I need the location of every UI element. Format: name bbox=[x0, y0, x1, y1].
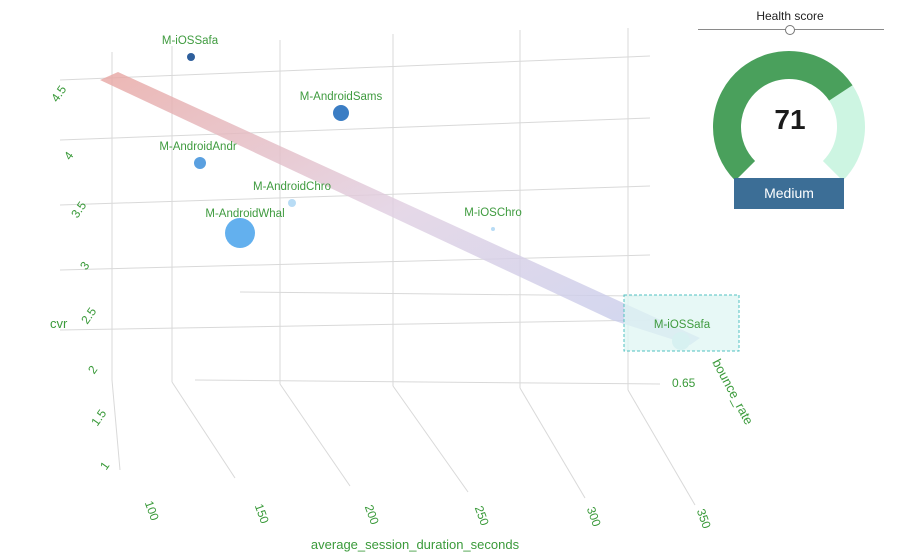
gauge-filled-arc bbox=[713, 51, 853, 181]
x-tick-label: 250 bbox=[472, 504, 492, 528]
data-point[interactable] bbox=[187, 53, 195, 61]
z-tick-label: 3 bbox=[77, 259, 92, 273]
x-tick-label: 300 bbox=[584, 505, 604, 529]
grid-line bbox=[59, 55, 651, 81]
x-tick-label: 350 bbox=[694, 507, 714, 531]
grid-line bbox=[171, 381, 236, 479]
data-point-label: M-iOSChro bbox=[464, 207, 522, 219]
health-slider-thumb[interactable] bbox=[785, 25, 795, 35]
data-point-label: M-AndroidWhal bbox=[205, 208, 284, 220]
z-tick-label: 2.5 bbox=[78, 305, 99, 327]
x-tick-label: 200 bbox=[362, 503, 382, 527]
data-point[interactable] bbox=[288, 199, 296, 207]
data-point[interactable] bbox=[491, 227, 495, 231]
data-point[interactable] bbox=[194, 157, 206, 169]
z-axis-title: cvr bbox=[50, 316, 68, 331]
y-axis-title: bounce_rate bbox=[709, 356, 756, 427]
x-axis-ticks: 100 150 200 250 300 350 bbox=[142, 499, 714, 531]
x-axis-title: average_session_duration_seconds bbox=[311, 537, 520, 552]
regression-plane bbox=[100, 72, 700, 345]
grid-line bbox=[59, 117, 651, 141]
z-tick-label: 1.5 bbox=[88, 407, 109, 429]
health-gauge bbox=[713, 51, 865, 181]
grid-line bbox=[519, 387, 586, 499]
health-score-value: 71 bbox=[774, 104, 806, 135]
grid-line bbox=[392, 385, 469, 493]
grid-line bbox=[59, 319, 651, 331]
z-tick-label: 4 bbox=[61, 149, 76, 163]
data-point[interactable] bbox=[225, 218, 255, 248]
y-tick-label: 0.65 bbox=[672, 376, 696, 390]
z-tick-label: 1 bbox=[97, 459, 112, 473]
health-score-widget: Health score 71 Medium bbox=[692, 6, 892, 216]
z-axis-ticks: 1 1.5 2 2.5 3 3.5 4 4.5 bbox=[48, 83, 112, 473]
data-point-label: M-iOSSafa bbox=[162, 35, 219, 47]
health-level-badge: Medium bbox=[734, 178, 844, 209]
y-axis-ticks: 0.65 bbox=[672, 376, 696, 390]
grid-line bbox=[627, 389, 696, 506]
x-tick-label: 150 bbox=[252, 502, 272, 526]
data-point-label: M-iOSSafa bbox=[654, 319, 711, 331]
z-tick-label: 4.5 bbox=[48, 83, 69, 105]
health-score-title: Health score bbox=[756, 9, 824, 23]
grid-line bbox=[59, 254, 651, 271]
z-tick-label: 2 bbox=[85, 363, 100, 377]
data-point-label: M-AndroidChro bbox=[253, 181, 331, 193]
chart-grid bbox=[59, 28, 696, 506]
data-point-label: M-AndroidSams bbox=[300, 91, 383, 103]
data-point-label: M-AndroidAndr bbox=[159, 141, 237, 153]
grid-line bbox=[194, 379, 661, 385]
gauge-remaining-arc bbox=[822, 85, 865, 181]
z-tick-label: 3.5 bbox=[68, 199, 89, 221]
data-point[interactable] bbox=[672, 332, 690, 350]
grid-line bbox=[279, 383, 351, 487]
data-point[interactable] bbox=[333, 105, 349, 121]
grid-line bbox=[111, 379, 121, 471]
data-points: M-iOSSafa M-AndroidSams M-AndroidAndr M-And… bbox=[159, 35, 711, 350]
x-tick-label: 100 bbox=[142, 499, 162, 523]
